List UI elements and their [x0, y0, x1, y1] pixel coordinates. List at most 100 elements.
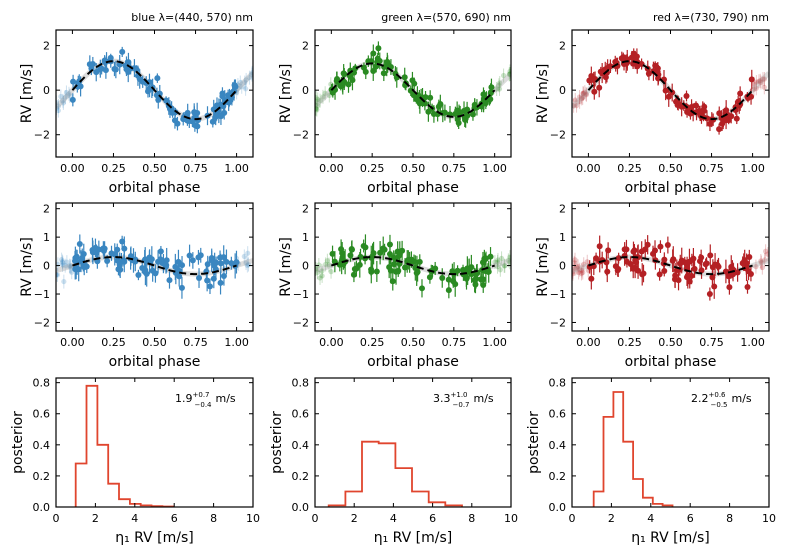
histogram-bar: [633, 479, 643, 507]
annotation-value: 3.3: [433, 392, 451, 405]
faded-point: [56, 99, 60, 106]
axes-frame: [314, 377, 512, 508]
data-point: [77, 83, 84, 90]
data-point: [650, 250, 657, 257]
faded-point: [63, 89, 70, 96]
faded-point: [579, 267, 585, 274]
data-point: [481, 255, 488, 262]
data-point: [430, 110, 437, 117]
data-point: [662, 87, 669, 94]
data-point: [642, 246, 649, 253]
data-point: [739, 260, 746, 267]
data-point: [670, 256, 677, 263]
data-point: [586, 77, 593, 84]
faded-point: [243, 77, 249, 83]
data-point: [746, 254, 753, 261]
faded-point: [583, 92, 589, 98]
y-tick-label: 0: [43, 260, 50, 273]
data-point: [656, 271, 663, 278]
annotation-value: 1.9: [175, 392, 193, 405]
faded-point: [317, 98, 323, 104]
data-point: [121, 245, 128, 252]
x-tick-label: 0.00: [60, 336, 85, 349]
y-tick-label: 0.0: [33, 501, 51, 514]
faded-point: [497, 80, 503, 86]
y-tick-label: 0.0: [292, 501, 310, 514]
y-axis-label: RV [m/s]: [535, 64, 551, 124]
annotation-minus: −0.4: [195, 401, 213, 409]
data-point: [631, 247, 638, 254]
faded-point: [61, 278, 67, 285]
y-tick-label: 0.6: [549, 408, 567, 421]
plot-area: [572, 235, 769, 301]
data-point: [427, 94, 434, 101]
data-point: [329, 250, 336, 257]
faded-point: [582, 89, 588, 95]
model-curve: [330, 255, 495, 276]
y-axis-label: RV [m/s]: [278, 64, 294, 124]
data-point: [445, 287, 452, 294]
chart-panel-9: 2.2+0.6 −0.5 m/s 0 2 4 6 8 10 0.0 0.2 0.4 0.6 0.8 η₁ R…: [526, 377, 776, 546]
data-point: [664, 242, 671, 249]
data-point: [487, 253, 494, 260]
faded-point: [583, 91, 589, 97]
data-point: [191, 109, 198, 116]
faded-point: [581, 261, 587, 267]
faded-point: [579, 95, 585, 102]
data-point: [375, 45, 382, 52]
annotation-minus: −0.5: [711, 401, 728, 409]
faded-point: [759, 264, 765, 271]
histogram-bar: [97, 445, 108, 507]
faded-point: [496, 82, 502, 88]
x-tick-label: 0: [569, 512, 576, 525]
panel-title: red λ=(730, 790) nm: [653, 11, 769, 24]
chart-panel-3: 0.00 0.25 0.50 0.75 1.00 2 0 −2 orbital phase RV …: [535, 11, 770, 196]
data-point: [338, 246, 345, 253]
y-tick-label: 2: [559, 203, 566, 216]
faded-point: [60, 260, 66, 266]
data-point: [748, 76, 755, 83]
faded-point: [56, 105, 60, 111]
y-tick-label: −2: [550, 129, 566, 142]
y-tick-label: 0.8: [549, 377, 567, 390]
x-axis-label: η₁ RV [m/s]: [374, 530, 453, 546]
data-point: [711, 283, 718, 290]
x-tick-label: 0.75: [699, 162, 724, 175]
data-point: [116, 261, 123, 268]
data-point: [166, 277, 173, 284]
data-point: [409, 77, 416, 84]
faded-point: [243, 86, 249, 92]
data-point: [76, 241, 83, 248]
histogram-bar: [613, 392, 623, 507]
faded-point: [66, 91, 72, 97]
x-tick-label: 0.75: [183, 336, 208, 349]
faded-point: [315, 96, 321, 103]
chart-panel-8: 3.3+1.0 −0.7 m/s 0 2 4 6 8 10 0.0 0.2 0.4 0.6 0.8 η₁ R…: [269, 377, 518, 546]
faded-point: [584, 259, 590, 265]
faded-point: [572, 269, 576, 275]
x-axis-label: orbital phase: [625, 354, 717, 370]
data-point: [352, 65, 359, 72]
data-point: [480, 281, 487, 288]
data-point: [426, 274, 433, 281]
y-tick-label: −1: [34, 288, 50, 301]
y-tick-label: 0.8: [292, 377, 310, 390]
y-tick-label: 0: [43, 84, 50, 97]
faded-point: [249, 71, 253, 78]
histogram-bar: [395, 468, 412, 507]
y-tick-label: 0.4: [549, 439, 567, 452]
x-tick-label: 0.25: [101, 336, 126, 349]
data-point: [178, 284, 185, 291]
data-point: [723, 107, 730, 114]
x-axis-label: orbital phase: [109, 180, 201, 196]
faded-point: [243, 260, 249, 266]
panel-title: blue λ=(440, 570) nm: [131, 11, 253, 24]
data-point: [596, 243, 603, 250]
y-axis-label: RV [m/s]: [278, 237, 294, 297]
faded-point: [323, 261, 329, 267]
data-point: [386, 264, 393, 271]
y-tick-label: 0.2: [549, 470, 567, 483]
y-axis-label: posterior: [10, 411, 26, 474]
faded-point: [761, 76, 768, 82]
faded-point: [315, 106, 320, 113]
